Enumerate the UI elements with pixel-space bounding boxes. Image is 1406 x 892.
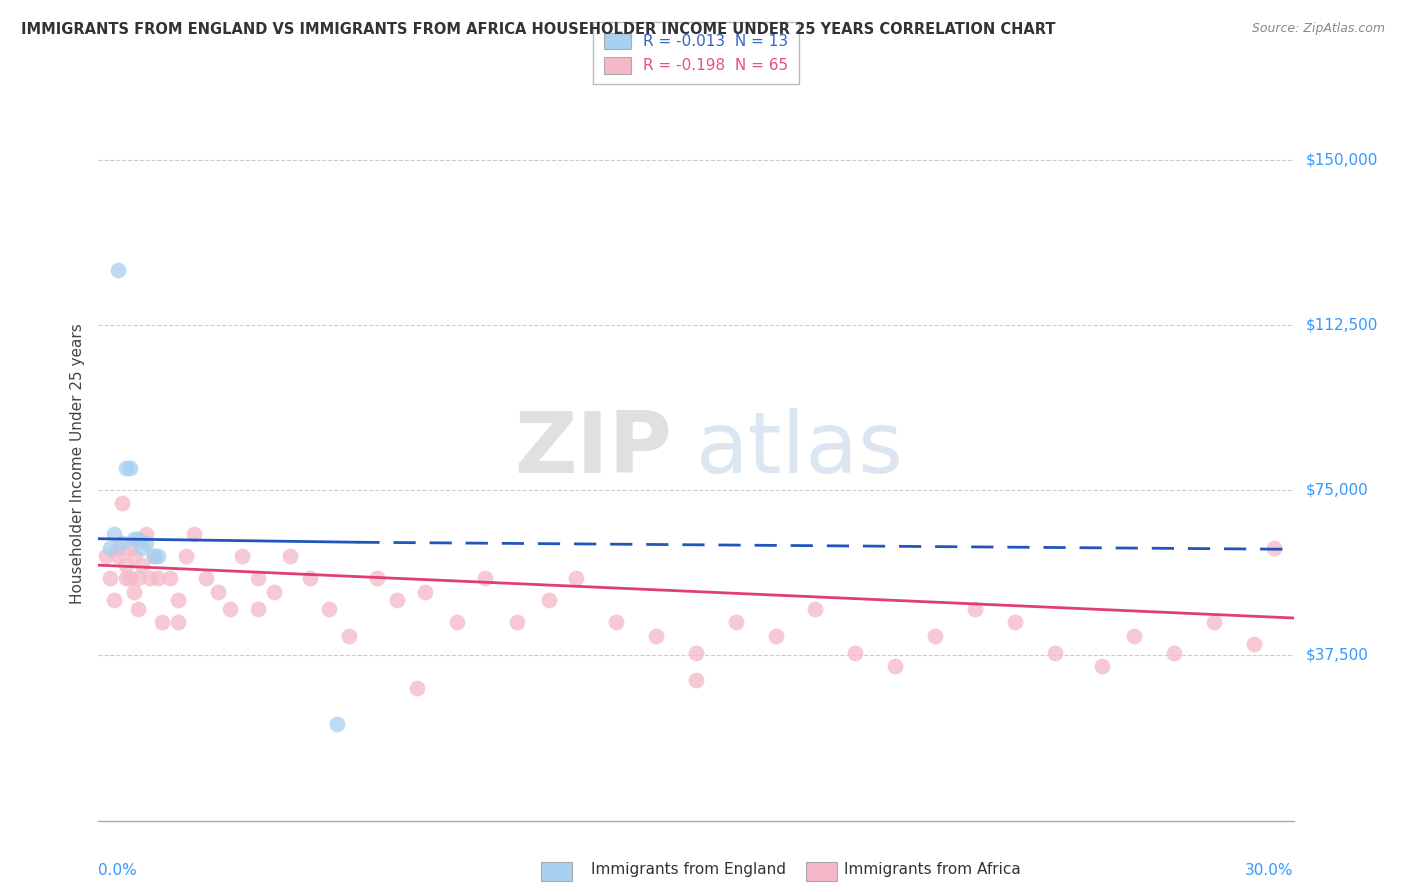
Point xyxy=(107,263,129,277)
Point xyxy=(131,541,153,555)
Point xyxy=(1043,646,1066,660)
Point xyxy=(124,532,146,546)
Point xyxy=(207,584,229,599)
Point xyxy=(120,461,142,475)
Point xyxy=(263,584,285,599)
Point xyxy=(446,615,468,630)
Point xyxy=(115,558,138,573)
Point xyxy=(174,549,197,564)
Point xyxy=(150,615,173,630)
Text: ZIP: ZIP xyxy=(515,408,672,491)
Point xyxy=(1263,541,1285,555)
Point xyxy=(724,615,747,630)
Point xyxy=(107,549,129,564)
Point xyxy=(246,571,269,585)
Text: 30.0%: 30.0% xyxy=(1246,863,1294,879)
Point xyxy=(537,593,560,607)
Text: IMMIGRANTS FROM ENGLAND VS IMMIGRANTS FROM AFRICA HOUSEHOLDER INCOME UNDER 25 YE: IMMIGRANTS FROM ENGLAND VS IMMIGRANTS FR… xyxy=(21,22,1056,37)
Point xyxy=(124,584,146,599)
Point xyxy=(115,571,138,585)
Point xyxy=(195,571,218,585)
Point xyxy=(148,571,170,585)
Point xyxy=(183,527,205,541)
Point xyxy=(339,629,361,643)
Text: $112,500: $112,500 xyxy=(1306,318,1378,333)
Point xyxy=(278,549,301,564)
Point xyxy=(127,571,149,585)
Point xyxy=(98,541,122,555)
Point xyxy=(645,629,668,643)
Point xyxy=(385,593,409,607)
Point xyxy=(1202,615,1225,630)
Point xyxy=(127,532,149,546)
Point xyxy=(406,681,429,696)
Point xyxy=(804,602,827,616)
Y-axis label: Householder Income Under 25 years: Householder Income Under 25 years xyxy=(69,324,84,604)
Point xyxy=(127,532,149,546)
Point xyxy=(605,615,627,630)
Point xyxy=(685,673,707,687)
Point xyxy=(246,602,269,616)
Point xyxy=(765,629,787,643)
Point xyxy=(506,615,529,630)
Point xyxy=(884,659,907,673)
Point xyxy=(143,549,166,564)
Text: Source: ZipAtlas.com: Source: ZipAtlas.com xyxy=(1251,22,1385,36)
Point xyxy=(111,496,134,510)
Point xyxy=(107,541,129,555)
Point xyxy=(844,646,866,660)
Legend: R = -0.013  N = 13, R = -0.198  N = 65: R = -0.013 N = 13, R = -0.198 N = 65 xyxy=(593,22,799,84)
Point xyxy=(1163,646,1185,660)
Text: 0.0%: 0.0% xyxy=(98,863,138,879)
Text: atlas: atlas xyxy=(696,408,904,491)
Point xyxy=(1243,637,1265,651)
Point xyxy=(98,571,122,585)
Point xyxy=(167,615,190,630)
Point xyxy=(963,602,986,616)
Point xyxy=(1123,629,1146,643)
Text: $37,500: $37,500 xyxy=(1306,648,1368,663)
Text: Immigrants from Africa: Immigrants from Africa xyxy=(844,863,1021,877)
Point xyxy=(366,571,388,585)
Text: $150,000: $150,000 xyxy=(1306,153,1378,168)
Point xyxy=(148,549,170,564)
Point xyxy=(167,593,190,607)
Point xyxy=(159,571,181,585)
Point xyxy=(135,536,157,550)
Point xyxy=(103,527,125,541)
Point xyxy=(685,646,707,660)
Point xyxy=(96,549,118,564)
Point xyxy=(413,584,436,599)
Point xyxy=(1004,615,1026,630)
Point xyxy=(120,541,142,555)
Point xyxy=(139,571,162,585)
Point xyxy=(924,629,946,643)
Point xyxy=(124,549,146,564)
Point xyxy=(143,549,166,564)
Point xyxy=(219,602,242,616)
Point xyxy=(120,571,142,585)
Point xyxy=(127,602,149,616)
Point xyxy=(326,716,349,731)
Point xyxy=(565,571,588,585)
Point xyxy=(231,549,253,564)
Text: $75,000: $75,000 xyxy=(1306,483,1368,498)
Point xyxy=(111,536,134,550)
Point xyxy=(474,571,496,585)
Point xyxy=(1091,659,1114,673)
Point xyxy=(318,602,340,616)
Point xyxy=(103,593,125,607)
Text: Immigrants from England: Immigrants from England xyxy=(591,863,786,877)
Point xyxy=(135,527,157,541)
Point xyxy=(131,558,153,573)
Point xyxy=(115,461,138,475)
Point xyxy=(298,571,321,585)
